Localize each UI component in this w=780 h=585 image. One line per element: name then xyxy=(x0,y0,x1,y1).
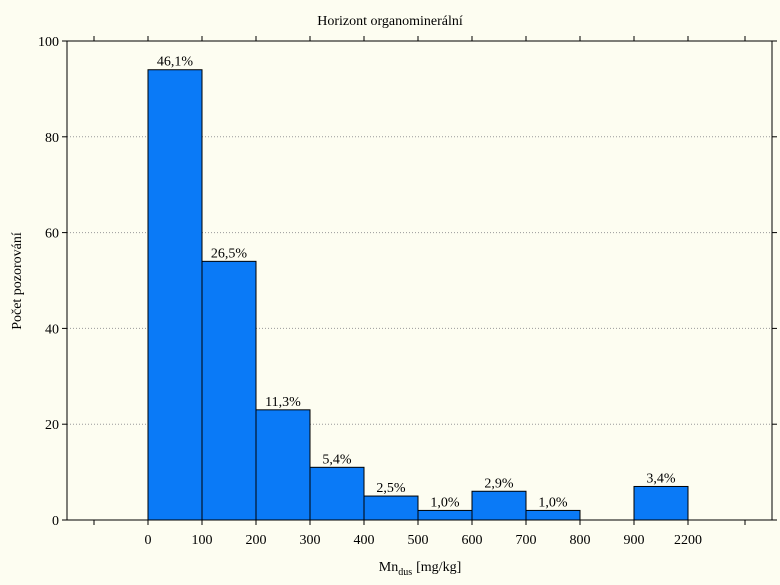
y-tick-label: 40 xyxy=(45,322,59,337)
histogram-bar xyxy=(363,495,419,521)
histogram-bar xyxy=(525,509,581,521)
histogram-bar xyxy=(201,260,257,521)
x-tick-label: 100 xyxy=(192,533,213,548)
y-tick-label: 80 xyxy=(45,131,59,146)
histogram-bar xyxy=(417,509,473,521)
histogram-bar xyxy=(633,485,689,521)
x-tick-label: 400 xyxy=(354,533,375,548)
x-tick-label: 800 xyxy=(570,533,591,548)
x-axis-label: Mndus [mg/kg] xyxy=(379,560,461,578)
plot-frame xyxy=(66,40,773,521)
bar-percent-label: 11,3% xyxy=(265,395,301,410)
histogram-bar xyxy=(147,69,203,521)
bars xyxy=(147,69,689,521)
bar-percent-label: 3,4% xyxy=(646,471,676,486)
x-tick-label: 700 xyxy=(516,533,537,548)
y-tick-label: 100 xyxy=(38,35,59,50)
x-tick-label: 2200 xyxy=(674,533,702,548)
histogram-bar xyxy=(255,409,311,521)
bar-percent-label: 26,5% xyxy=(211,246,248,261)
x-axis: 0 100 200 300 400 500 600 700 800 900 2200 xyxy=(93,36,746,548)
bar-percent-label: 2,5% xyxy=(376,481,406,496)
bar-percent-label: 2,9% xyxy=(484,476,514,491)
y-axis: 0 20 40 60 80 100 xyxy=(38,35,777,529)
x-tick-label: 0 xyxy=(145,533,152,548)
x-axis-label-main: Mn xyxy=(379,560,398,575)
x-axis-label-unit: [mg/kg] xyxy=(416,560,461,575)
bar-labels: 46,1% 26,5% 11,3% 5,4% 2,5% 1,0% 2,9% 1,0% 3,4% xyxy=(157,55,676,511)
bar-percent-label: 46,1% xyxy=(157,55,194,70)
x-tick-label: 200 xyxy=(246,533,267,548)
histogram-bar xyxy=(309,466,365,521)
y-axis-label: Počet pozorování xyxy=(10,232,25,330)
bar-percent-label: 1,0% xyxy=(538,495,568,510)
histogram-bar xyxy=(471,490,527,521)
bar-percent-label: 1,0% xyxy=(430,495,460,510)
chart-title: Horizont organominerální xyxy=(317,14,463,29)
x-tick-label: 500 xyxy=(408,533,429,548)
bar-percent-label: 5,4% xyxy=(322,452,352,467)
y-tick-label: 20 xyxy=(45,418,59,433)
y-tick-label: 60 xyxy=(45,227,59,242)
x-tick-label: 300 xyxy=(300,533,321,548)
x-axis-label-subscript: dus xyxy=(398,567,412,578)
y-tick-label: 0 xyxy=(52,514,59,529)
x-tick-label: 600 xyxy=(462,533,483,548)
x-tick-label: 900 xyxy=(624,533,645,548)
